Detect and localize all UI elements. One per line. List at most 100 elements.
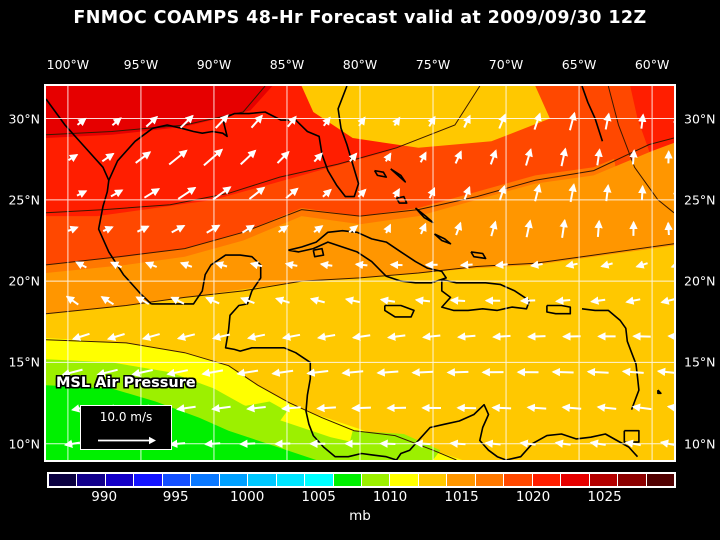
wind-vector [170,296,185,305]
lon-tick-label: 95°W [123,57,159,72]
wind-vector [236,368,259,377]
wind-vector [96,368,118,378]
wind-vector [422,332,441,341]
wind-vector [449,296,466,305]
wind-vector [169,439,186,448]
colorbar[interactable] [47,472,676,488]
colorbar-cell [418,474,448,486]
wind-vector [109,261,123,270]
longitude-axis-labels: 100°W 95°W 90°W 85°W 80°W 75°W 70°W 65°W 60°W [0,57,720,73]
wind-vector [524,148,533,166]
colorbar-cell [618,474,647,486]
wind-vector [492,332,511,341]
wind-vector [287,115,297,128]
wind-vector [667,332,674,341]
wind-vector [348,225,359,234]
wind-vector [533,112,542,130]
wind-vector [241,224,255,234]
coastline-bahamas-3 [395,195,408,204]
colorbar-cell [105,474,135,486]
wind-vector [603,112,612,130]
colorbar-cell [646,474,674,486]
colorbar-unit-label: mb [349,508,371,524]
wind-vector [284,260,298,270]
wind-vector [250,114,263,129]
lat-tick-label: 30°N [8,111,40,127]
colorbar-tick-label: 1015 [444,489,479,505]
wind-vector [600,260,613,269]
wind-vector [313,152,323,163]
wind-vector [568,183,577,203]
colorbar-cell [49,474,78,486]
wind-vector [389,260,403,270]
wind-vector [596,403,617,412]
wind-vector [498,113,507,129]
wind-vector [635,260,648,269]
wind-vector [594,148,603,166]
pressure-band-panama [345,430,441,460]
colorbar-tick-label: 1025 [587,489,622,505]
wind-vector [144,261,158,270]
wind-vector [418,222,427,235]
colorbar-cell [248,474,277,486]
wind-vector [462,185,471,200]
wind-vector [454,150,462,164]
lon-tick-label: 75°W [415,57,451,72]
map-plot-area[interactable] [44,84,676,462]
wind-vector [664,221,673,236]
wind-vector [625,296,641,305]
wind-vector [316,332,336,341]
wind-vector [322,188,332,198]
latitude-axis-labels-right: 30°N 25°N 20°N 15°N 10°N [680,0,720,540]
wind-vector [176,404,196,413]
latitude-axis-labels-left: 30°N 25°N 20°N 15°N 10°N [0,0,40,540]
coastline-yucatan-camp [151,254,507,460]
colorbar-cell [162,474,192,486]
wind-vector [519,296,536,305]
wind-vector [341,368,364,377]
lon-tick-label: 85°W [269,57,305,72]
coastline-hispaniola [440,278,531,312]
wind-vector [278,225,289,234]
wind-vector [145,115,159,128]
colorbar-tick-label: 1020 [515,489,551,505]
wind-vector [414,296,431,305]
coastline-turks [470,251,487,260]
wind-vector [351,332,371,341]
wind-vector [446,368,469,377]
wind-vector [489,220,498,237]
wind-vector [638,184,647,201]
wind-vector [71,332,90,341]
wind-vector [319,260,333,270]
wind-vector [271,368,294,377]
wind-vector [239,439,256,448]
wind-vector [171,224,186,234]
wind-vector [594,219,603,237]
colorbar-cell [447,474,476,486]
wind-vector [322,116,331,127]
wind-vector [459,260,473,269]
wind-vector [100,296,115,306]
wind-vector [392,188,400,198]
coastline-bahamas-1 [373,169,388,178]
wind-vector [624,439,641,448]
coastline-puerto-rico [546,304,572,315]
wind-vector [454,221,463,236]
wind-vector [449,439,466,448]
wind-vector [141,332,160,341]
wind-vector [489,149,498,165]
coastline-venezuela [505,433,639,460]
wind-vector [67,154,79,163]
wind-vector [285,187,299,199]
wind-vector [249,261,263,270]
colorbar-cell [276,474,306,486]
wind-vector [61,368,83,378]
wind-vector [75,261,87,270]
wind-vector [143,188,161,199]
wind-vector [136,225,150,234]
wind-vector [379,296,396,305]
wind-vector [176,332,196,341]
wind-vector [313,225,324,234]
wind-vector [309,296,325,305]
lon-tick-label: 65°W [561,57,597,72]
